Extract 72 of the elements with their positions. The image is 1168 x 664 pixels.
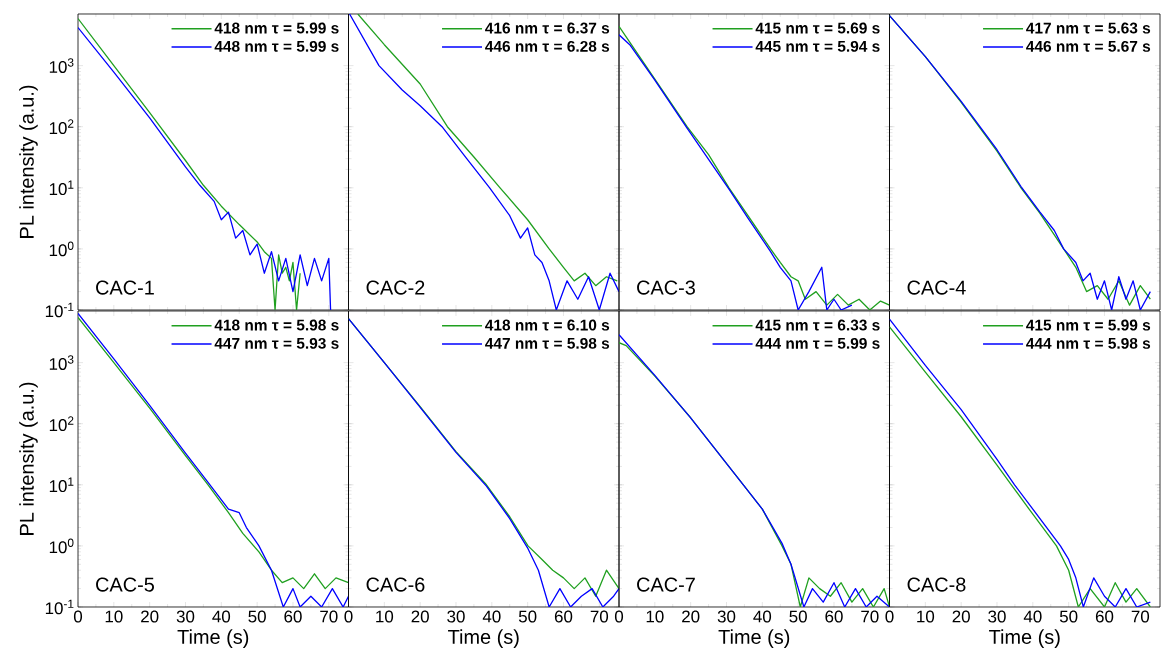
x-axis-title: Time (s): [718, 629, 790, 648]
x-tick-label: 30: [988, 610, 1006, 623]
x-tick-label: 30: [447, 610, 465, 623]
x-tick-label: 60: [284, 610, 302, 623]
legend-label: 415 nm τ = 5.99 s: [1026, 319, 1151, 331]
legend-label: 447 nm τ = 5.98 s: [485, 337, 610, 349]
annotation: CAC-6: [366, 577, 425, 592]
y-tick-label: 10$^{2}$: [49, 416, 74, 432]
x-tick-label: 10: [105, 610, 123, 623]
x-tick-label: 20: [952, 610, 970, 623]
x-tick-label: 50: [1059, 610, 1078, 623]
x-tick-label: 70: [590, 610, 609, 623]
x-tick-label: 30: [717, 610, 736, 623]
x-tick-label: 60: [825, 610, 843, 623]
x-tick-label: 60: [1095, 610, 1114, 623]
annotation: CAC-2: [366, 280, 425, 295]
y-axis-title: PL intensity (a.u.): [19, 382, 38, 535]
x-tick-label: 10: [917, 610, 935, 623]
x-tick-label: 50: [789, 610, 807, 623]
x-tick-label: 50: [248, 610, 266, 623]
x-tick-label: 40: [1023, 610, 1042, 623]
y-tick-label: 10$^{3}$: [49, 355, 74, 370]
y-tick-label: 10$^{2}$: [49, 119, 74, 135]
legend-label: 418 nm τ = 5.99 s: [214, 22, 339, 34]
x-tick-label: 70: [861, 610, 879, 623]
y-tick-label: 10$^{-1}$: [45, 599, 74, 615]
legend-label: 446 nm τ = 6.28 s: [485, 40, 610, 52]
x-tick-label: 0: [344, 610, 353, 623]
y-tick-label: 10$^{0}$: [49, 241, 74, 257]
annotation: CAC-7: [637, 577, 695, 592]
x-tick-label: 60: [554, 610, 573, 623]
x-tick-label: 40: [482, 610, 501, 623]
y-tick-label: 10$^{-1}$: [45, 302, 74, 318]
legend-label: 415 nm τ = 5.69 s: [755, 22, 880, 34]
annotation: CAC-4: [907, 280, 966, 295]
x-tick-label: 20: [682, 610, 700, 623]
legend-label: 447 nm τ = 5.93 s: [214, 337, 339, 349]
legend-label: 444 nm τ = 5.99 s: [755, 337, 880, 349]
y-axis-title: PL intensity (a.u.): [19, 85, 38, 238]
legend-label: 415 nm τ = 6.33 s: [755, 319, 880, 331]
x-tick-label: 20: [411, 610, 429, 623]
x-tick-label: 20: [141, 610, 159, 623]
x-tick-label: 40: [753, 610, 772, 623]
x-tick-label: 30: [176, 610, 195, 623]
annotation: CAC-3: [637, 280, 695, 295]
x-tick-label: 50: [518, 610, 537, 623]
x-axis-title: Time (s): [177, 629, 249, 648]
y-tick-label: 10$^{0}$: [49, 538, 74, 554]
legend-label: 418 nm τ = 5.98 s: [214, 319, 339, 331]
x-tick-label: 10: [646, 610, 664, 623]
legend-label: 448 nm τ = 5.99 s: [214, 40, 339, 52]
x-tick-label: 70: [320, 610, 338, 623]
x-axis-title: Time (s): [448, 629, 519, 648]
x-tick-label: 10: [376, 610, 394, 623]
x-tick-label: 0: [73, 610, 83, 623]
x-tick-label: 0: [885, 610, 894, 623]
annotation: CAC-8: [907, 577, 966, 592]
legend-label: 416 nm τ = 6.37 s: [485, 22, 610, 34]
x-axis-title: Time (s): [989, 629, 1060, 648]
legend-label: 417 nm τ = 5.63 s: [1026, 22, 1151, 34]
legend-label: 445 nm τ = 5.94 s: [755, 40, 880, 52]
annotation: CAC-1: [96, 280, 154, 295]
x-tick-label: 70: [1131, 610, 1150, 623]
x-tick-label: 40: [212, 610, 231, 623]
legend-label: 446 nm τ = 5.67 s: [1026, 40, 1151, 52]
y-tick-label: 10$^{3}$: [49, 58, 74, 73]
y-tick-label: 10$^{1}$: [49, 477, 74, 493]
y-tick-label: 10$^{1}$: [49, 180, 74, 196]
legend-label: 444 nm τ = 5.98 s: [1026, 337, 1151, 349]
legend-label: 418 nm τ = 6.10 s: [485, 319, 610, 331]
x-tick-label: 0: [614, 610, 624, 623]
annotation: CAC-5: [96, 577, 154, 592]
